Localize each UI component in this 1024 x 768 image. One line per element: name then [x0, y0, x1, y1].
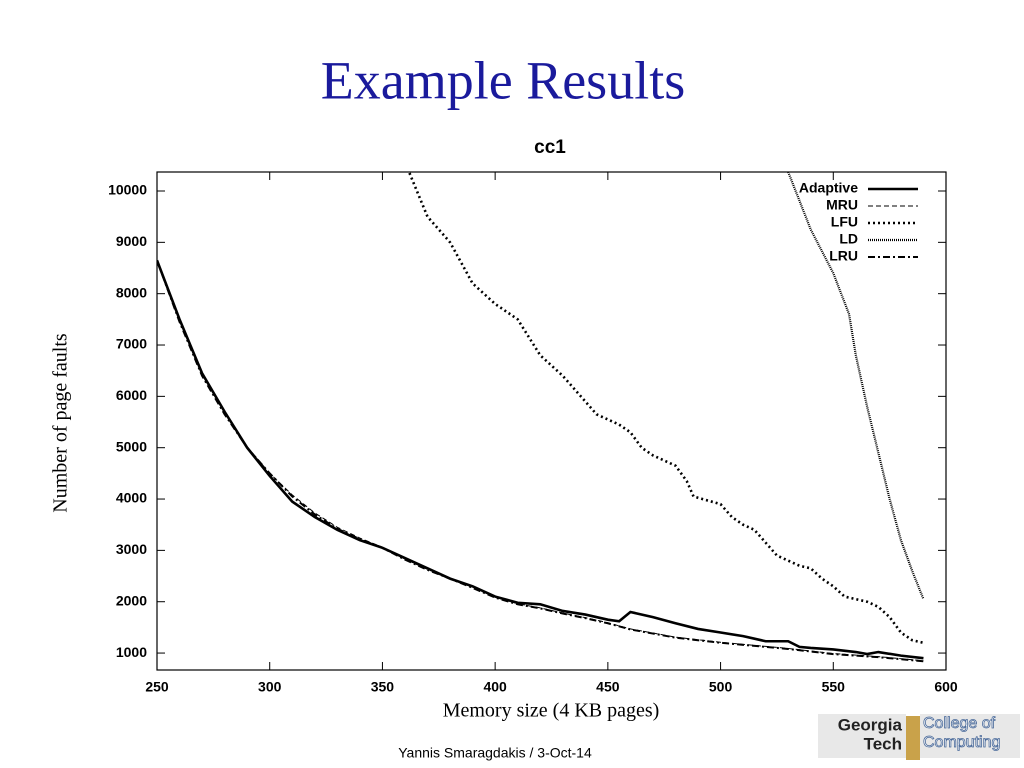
legend-label: MRU [826, 197, 858, 213]
y-tick-label: 4000 [116, 490, 147, 506]
y-tick-label: 1000 [116, 644, 147, 660]
x-axis-label: Memory size (4 KB pages) [443, 700, 660, 722]
legend-label: LRU [829, 248, 858, 264]
plot-frame [156, 171, 947, 671]
x-tick-label: 350 [371, 679, 395, 695]
footer: Yannis Smaragdakis / 3-Oct-14 [398, 745, 592, 761]
series-line [157, 259, 924, 663]
slide-title: Example Results [321, 50, 685, 110]
logo-text: Tech [864, 734, 902, 753]
logo-box [920, 714, 1020, 758]
y-tick-label: 2000 [116, 592, 147, 608]
logo: Georgia Tech College of Computing [818, 714, 1020, 760]
logo-box [818, 714, 906, 758]
x-tick-label: 300 [258, 679, 282, 695]
chart-title: cc1 [534, 137, 566, 158]
y-tick-label: 9000 [116, 233, 147, 249]
logo-text: College of [923, 715, 996, 732]
series-line [408, 172, 924, 645]
x-tick-label: 550 [822, 679, 846, 695]
logo-text: Computing [923, 734, 1000, 751]
x-tick-label: 600 [934, 679, 958, 695]
legend-label: Adaptive [799, 180, 858, 196]
x-tick-label: 500 [709, 679, 733, 695]
y-tick-label: 8000 [116, 284, 147, 300]
x-tick-label: 450 [596, 679, 620, 695]
series-line [787, 172, 925, 600]
y-tick-label: 3000 [116, 541, 147, 557]
y-tick-label: 6000 [116, 387, 147, 403]
series-line [157, 260, 924, 662]
x-tick-label: 250 [145, 679, 169, 695]
legend-label: LD [839, 231, 858, 247]
logo-text: Georgia [838, 715, 903, 734]
y-tick-label: 10000 [108, 182, 147, 198]
x-tick-label: 400 [483, 679, 507, 695]
logo-tower [906, 716, 920, 760]
series-line [157, 259, 924, 660]
y-tick-label: 7000 [116, 336, 147, 352]
y-tick-label: 5000 [116, 438, 147, 454]
legend-label: LFU [831, 214, 858, 230]
y-axis-label: Number of page faults [50, 333, 72, 513]
